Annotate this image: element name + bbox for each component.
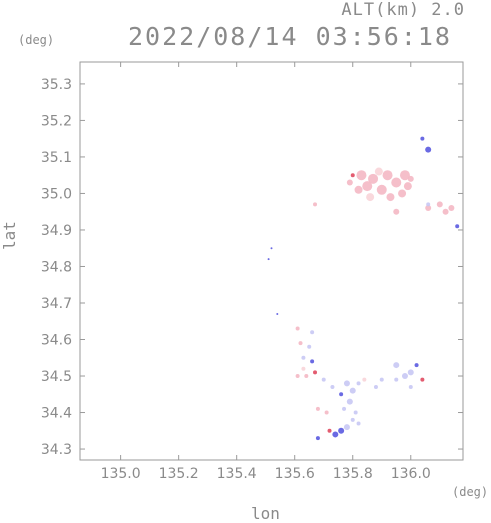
x-axis-label: lon [251, 504, 280, 523]
data-point [270, 247, 273, 250]
data-point [399, 170, 410, 181]
data-point [436, 201, 443, 208]
data-point [295, 374, 300, 379]
data-point [330, 384, 335, 389]
data-point [373, 384, 378, 389]
data-point [327, 428, 332, 433]
x-tick-label: 135.8 [333, 466, 373, 482]
data-point [301, 355, 306, 360]
data-point [414, 363, 419, 368]
data-point [295, 326, 300, 331]
data-point [332, 431, 339, 438]
data-point [382, 170, 393, 181]
data-point [420, 136, 425, 141]
data-point [391, 177, 402, 188]
data-point [407, 175, 414, 182]
data-point [374, 167, 383, 176]
plot-frame [79, 61, 464, 461]
data-point [301, 366, 306, 371]
data-point [304, 374, 309, 379]
y-tick-label: 34.8 [41, 259, 72, 275]
data-point [379, 377, 384, 382]
data-point [356, 421, 361, 426]
y-tick-label: 34.3 [41, 442, 72, 458]
data-point [356, 381, 361, 386]
y-tick-label: 34.6 [41, 333, 72, 349]
data-point [393, 208, 400, 215]
data-point [349, 387, 356, 394]
x-tick-label: 135.2 [159, 466, 199, 482]
data-point [394, 377, 399, 382]
data-point [343, 380, 350, 387]
y-tick-label: 35.1 [41, 150, 72, 166]
y-tick-label: 35.0 [41, 186, 72, 202]
data-point [267, 258, 270, 261]
data-point [356, 170, 367, 181]
data-point [407, 369, 414, 376]
data-point [425, 205, 432, 212]
data-point [307, 344, 312, 349]
y-tick-label: 34.4 [41, 406, 72, 422]
data-point [398, 189, 407, 198]
data-point [354, 185, 363, 194]
data-point [386, 193, 395, 202]
data-point [408, 384, 413, 389]
data-point [343, 424, 350, 431]
y-tick-label: 34.5 [41, 369, 72, 385]
data-point [315, 436, 320, 441]
x-axis-unit: (deg) [452, 485, 489, 499]
data-point [339, 392, 344, 397]
data-point [353, 410, 358, 415]
timestamp-title: 2022/08/14 03:56:18 [128, 22, 452, 51]
data-point [346, 179, 353, 186]
data-point [401, 373, 408, 380]
x-tick-label: 136.0 [391, 466, 431, 482]
data-point [393, 362, 400, 369]
data-point [315, 406, 320, 411]
x-tick-label: 135.6 [275, 466, 315, 482]
data-point [324, 410, 329, 415]
data-point [342, 406, 347, 411]
data-point [310, 330, 315, 335]
data-point [426, 202, 431, 207]
data-point [448, 205, 455, 212]
x-tick-label: 135.4 [217, 466, 257, 482]
y-tick-label: 35.3 [41, 77, 72, 93]
data-point [403, 182, 412, 191]
y-tick-label: 34.7 [41, 296, 72, 312]
data-point [350, 173, 355, 178]
data-point [346, 398, 353, 405]
data-point [425, 146, 432, 153]
y-tick-label: 35.2 [41, 113, 72, 129]
x-tick-label: 135.0 [101, 466, 141, 482]
data-point [366, 193, 375, 202]
y-tick-label: 34.9 [41, 223, 72, 239]
data-point [276, 312, 279, 315]
data-point [350, 417, 355, 422]
data-point [313, 202, 318, 207]
data-point [376, 184, 387, 195]
data-point [313, 370, 318, 375]
data-point [442, 208, 449, 215]
altitude-label: ALT(km) 2.0 [341, 0, 465, 20]
data-point [420, 377, 425, 382]
data-point [321, 377, 326, 382]
data-point [298, 341, 303, 346]
data-point [362, 377, 367, 382]
data-point [310, 359, 315, 364]
data-point [338, 427, 345, 434]
data-point [362, 181, 373, 192]
data-point [368, 173, 379, 184]
y-axis-unit: (deg) [18, 33, 55, 47]
data-point [455, 224, 460, 229]
